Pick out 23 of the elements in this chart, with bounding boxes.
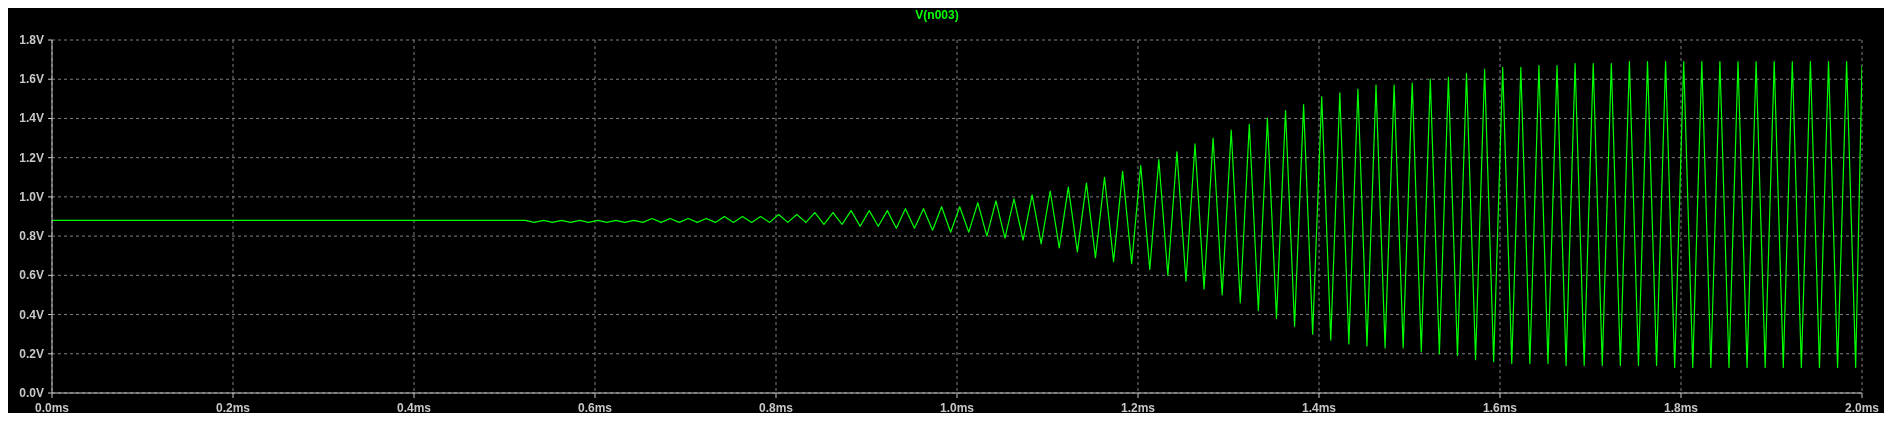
y-tick-label: 1.6V	[19, 72, 44, 87]
y-tick-label: 0.0V	[19, 386, 44, 400]
y-tick-label: 1.8V	[19, 33, 44, 47]
x-tick-label: 1.4ms	[1301, 401, 1337, 415]
x-tick-label: 0.2ms	[215, 401, 251, 415]
y-tick-label: 1.4V	[19, 111, 44, 126]
x-tick-label: 0.6ms	[577, 401, 613, 415]
x-tick-label: 0.8ms	[758, 401, 794, 415]
x-tick-label: 2.0ms	[1844, 401, 1880, 415]
y-tick-label: 0.4V	[19, 307, 44, 322]
line-series	[52, 60, 1862, 369]
y-tick-label: 1.2V	[19, 150, 44, 165]
x-tick-label: 1.8ms	[1663, 401, 1699, 415]
y-tick-label: 0.6V	[19, 268, 44, 283]
x-tick-label: 0.0ms	[34, 401, 70, 415]
text: V(n003)	[915, 8, 959, 22]
y-tick-label: 0.8V	[19, 229, 44, 244]
x-tick-label: 1.2ms	[1120, 401, 1156, 415]
x-tick-label: 1.0ms	[939, 401, 975, 415]
x-tick-label: 1.6ms	[1482, 401, 1518, 415]
y-tick-label: 0.2V	[19, 346, 44, 361]
y-tick-label: 1.0V	[19, 189, 44, 204]
x-tick-label: 0.4ms	[396, 401, 432, 415]
